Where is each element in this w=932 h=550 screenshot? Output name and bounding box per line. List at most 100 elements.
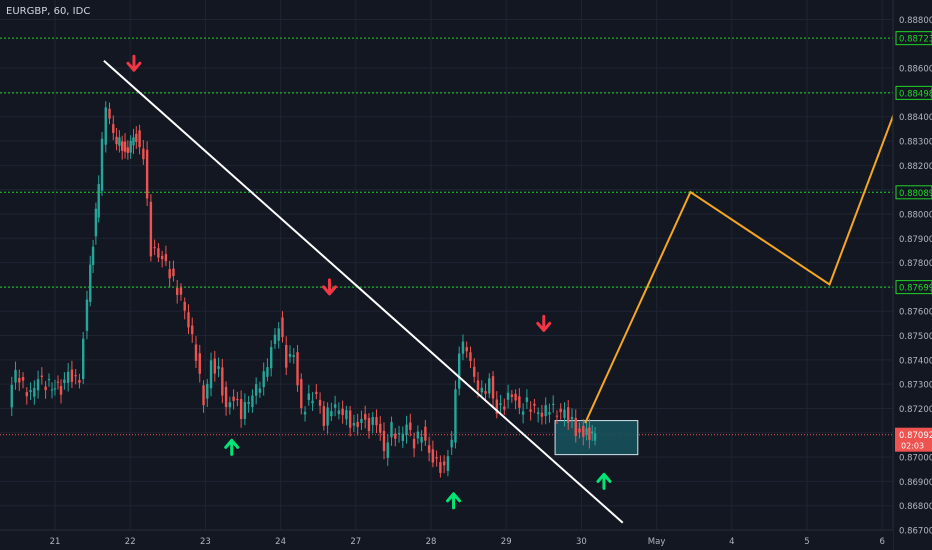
candle-body — [36, 379, 40, 391]
candle-body — [567, 407, 570, 423]
candle-body — [465, 347, 468, 352]
candle-body — [126, 147, 130, 153]
candle-body — [318, 399, 322, 406]
candle-body — [330, 411, 333, 417]
candle-body — [277, 328, 280, 341]
level-price-badge: 0.87699 — [895, 280, 932, 295]
support-zone — [554, 420, 639, 456]
candle-body — [50, 389, 54, 391]
level-price-badge: 0.88498 — [895, 85, 932, 100]
candle-body — [135, 133, 138, 142]
level-badge-label: 0.88498 — [899, 89, 932, 99]
candle-body — [352, 423, 356, 426]
candle-body — [360, 418, 363, 423]
candle-body — [424, 426, 427, 441]
candle-body — [379, 423, 382, 433]
candle-body — [251, 395, 254, 408]
candle-body — [345, 410, 348, 420]
candle-body — [194, 344, 198, 361]
candle-body — [53, 388, 57, 390]
candle-body — [574, 418, 577, 436]
candle-body — [382, 430, 386, 452]
time-tick-label: 28 — [426, 537, 437, 547]
candle-body — [44, 386, 47, 391]
candle-body — [270, 347, 273, 369]
candle-body — [47, 379, 51, 381]
level-badge-box — [895, 85, 932, 100]
time-tick-label: 27 — [350, 537, 361, 547]
horizontal-levels — [0, 37, 893, 436]
candle-body — [232, 396, 235, 401]
candle-body — [89, 264, 92, 302]
price-axis-panel — [893, 0, 932, 550]
candle-body — [21, 377, 25, 381]
candle-body — [168, 269, 171, 279]
candle-body — [540, 412, 544, 417]
down-arrow-marker — [536, 314, 552, 332]
candle-body — [390, 422, 393, 438]
candle-body — [160, 255, 164, 260]
candle-body — [187, 312, 190, 328]
time-tick-label: 22 — [125, 537, 136, 547]
candle-body — [427, 445, 431, 453]
candle-body — [591, 431, 594, 434]
price-tick-label: 0.87200 — [899, 405, 932, 415]
candle-body — [63, 379, 66, 383]
candle-body — [442, 461, 446, 466]
candle-body — [469, 352, 472, 361]
candle-body — [405, 424, 408, 435]
candle-body — [533, 403, 536, 406]
price-tick-label: 0.87800 — [899, 259, 932, 269]
down-arrow-icon — [536, 314, 552, 332]
candle-body — [420, 436, 423, 443]
candle-body — [593, 433, 597, 441]
price-tick-label: 0.88400 — [899, 113, 932, 123]
up-arrow-marker — [596, 472, 612, 490]
candle-body — [70, 369, 74, 382]
candle-body — [439, 462, 442, 473]
candle-body — [100, 138, 104, 191]
price-tick-label: 0.88000 — [899, 210, 932, 220]
candle-body — [356, 421, 359, 427]
level-badge-box — [895, 185, 932, 200]
down-arrow-icon — [126, 54, 142, 72]
candle-body — [585, 428, 588, 435]
candle-body — [262, 371, 265, 388]
candle-body — [548, 412, 551, 415]
candle-body — [503, 406, 506, 410]
candle-body — [94, 208, 98, 237]
candle-body — [488, 378, 491, 394]
candle-body — [97, 184, 100, 218]
candle-body — [499, 403, 502, 405]
candle-body — [74, 375, 77, 377]
candle-body — [578, 428, 581, 433]
time-tick-label: 21 — [50, 537, 61, 547]
price-candles — [10, 101, 597, 478]
time-tick-label: 5 — [804, 537, 809, 547]
time-tick-label: 4 — [729, 537, 734, 547]
time-axis-panel — [0, 530, 893, 550]
up-arrow-icon — [446, 492, 462, 510]
candle-body — [176, 288, 179, 295]
candle-body — [183, 301, 186, 311]
price-tick-label: 0.88200 — [899, 162, 932, 172]
candle-body — [258, 388, 262, 393]
level-badge-label: 0.88723 — [899, 35, 932, 45]
candle-body — [518, 396, 521, 408]
candle-body — [412, 438, 416, 449]
candle-body — [149, 201, 153, 257]
candle-body — [322, 406, 326, 426]
trendline — [103, 60, 624, 524]
candle-body — [386, 442, 389, 458]
candle-body — [315, 391, 318, 394]
price-tick-label: 0.88800 — [899, 16, 932, 26]
candle-body — [115, 136, 118, 145]
candle-body — [33, 387, 36, 397]
candle-body — [544, 405, 547, 417]
price-tick-label: 0.86700 — [899, 527, 932, 537]
candle-body — [59, 385, 63, 395]
price-tick-label: 0.86900 — [899, 478, 932, 488]
candle-body — [228, 402, 232, 408]
